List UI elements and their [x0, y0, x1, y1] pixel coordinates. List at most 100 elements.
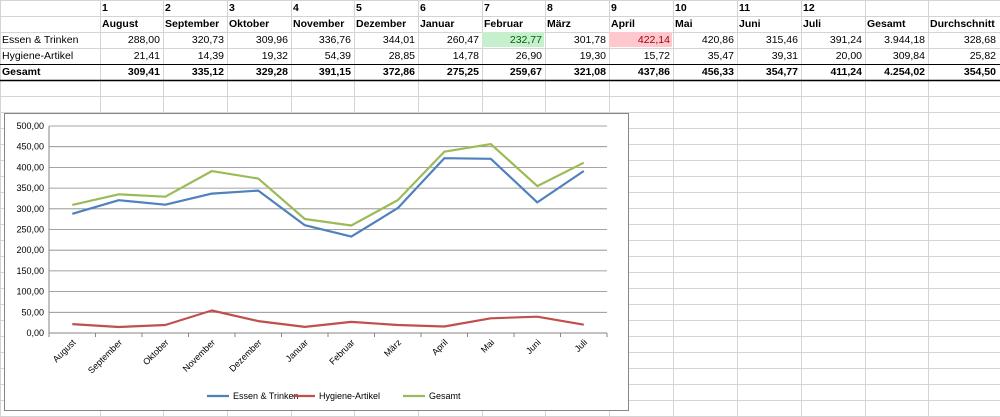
- gesamt-cell[interactable]: 3.944,18: [884, 34, 925, 46]
- value-cell[interactable]: 321,08: [573, 66, 606, 78]
- highlight-max-cell: [609, 32, 672, 47]
- header-month[interactable]: Mai: [675, 18, 693, 30]
- value-cell[interactable]: 391,24: [829, 34, 862, 46]
- value-cell[interactable]: 19,32: [261, 50, 288, 62]
- value-cell[interactable]: 21,41: [133, 50, 160, 62]
- value-cell[interactable]: 28,85: [388, 50, 415, 62]
- highlight-min-cell: [482, 32, 544, 47]
- x-category-label: Oktober: [141, 337, 171, 367]
- header-month[interactable]: März: [547, 18, 571, 30]
- value-cell[interactable]: 260,47: [446, 34, 479, 46]
- y-tick-label: 200,00: [16, 245, 44, 255]
- header-month[interactable]: September: [165, 18, 220, 30]
- x-category-label: März: [382, 337, 404, 359]
- value-cell[interactable]: 14,39: [197, 50, 224, 62]
- y-tick-label: 500,00: [16, 121, 44, 131]
- value-cell[interactable]: 35,47: [707, 50, 734, 62]
- durchschnitt-cell[interactable]: 354,50: [963, 66, 996, 78]
- value-cell[interactable]: 422,14: [637, 34, 670, 46]
- value-cell[interactable]: 19,30: [579, 50, 606, 62]
- header-month[interactable]: April: [611, 18, 635, 30]
- value-cell[interactable]: 259,67: [509, 66, 542, 78]
- row-label[interactable]: Hygiene-Artikel: [2, 50, 74, 62]
- x-category-label: August: [51, 337, 78, 364]
- header-number[interactable]: 1: [102, 2, 108, 14]
- value-cell[interactable]: 372,86: [382, 66, 415, 78]
- value-cell[interactable]: 301,78: [573, 34, 606, 46]
- value-cell[interactable]: 391,15: [318, 66, 351, 78]
- header-month[interactable]: November: [293, 18, 345, 30]
- value-cell[interactable]: 411,24: [830, 66, 862, 78]
- x-category-label: Februar: [327, 337, 356, 366]
- header-durchschnitt[interactable]: Durchschnitt: [930, 18, 995, 30]
- y-tick-label: 150,00: [16, 266, 44, 276]
- header-number[interactable]: 6: [420, 2, 426, 14]
- header-month[interactable]: Januar: [420, 18, 455, 30]
- value-cell[interactable]: 354,77: [765, 66, 798, 78]
- x-category-label: Januar: [284, 337, 311, 364]
- header-number[interactable]: 7: [484, 2, 490, 14]
- durchschnitt-cell[interactable]: 25,82: [969, 50, 996, 62]
- header-month[interactable]: Februar: [484, 18, 524, 30]
- value-cell[interactable]: 288,00: [127, 34, 160, 46]
- header-month[interactable]: Juli: [803, 18, 822, 30]
- value-cell[interactable]: 20,00: [835, 50, 862, 62]
- durchschnitt-cell[interactable]: 328,68: [963, 34, 996, 46]
- legend-label: Essen & Trinken: [233, 391, 299, 401]
- gesamt-cell[interactable]: 309,84: [892, 50, 925, 62]
- value-cell[interactable]: 437,86: [637, 66, 670, 78]
- header-gesamt[interactable]: Gesamt: [867, 18, 906, 30]
- value-cell[interactable]: 420,86: [701, 34, 734, 46]
- value-cell[interactable]: 232,77: [509, 34, 542, 46]
- header-month[interactable]: Dezember: [356, 18, 407, 30]
- line-chart: 0,00 50,00 100,00 150,00 200,00 250,00 300,00 3…: [16, 121, 608, 401]
- row-label[interactable]: Essen & Trinken: [2, 34, 79, 46]
- gesamt-cell[interactable]: 4.254,02: [884, 66, 925, 78]
- value-cell[interactable]: 329,28: [255, 66, 288, 78]
- header-number[interactable]: 3: [229, 2, 235, 14]
- y-tick-label: 300,00: [16, 204, 44, 214]
- y-tick-label: 250,00: [16, 225, 44, 235]
- y-tick-label: 350,00: [16, 183, 44, 193]
- y-tick-label: 0,00: [26, 328, 44, 338]
- value-cell[interactable]: 15,72: [643, 50, 670, 62]
- value-cell[interactable]: 39,31: [771, 50, 798, 62]
- header-number[interactable]: 4: [293, 2, 299, 14]
- value-cell[interactable]: 14,78: [452, 50, 479, 62]
- y-tick-label: 450,00: [16, 142, 44, 152]
- x-category-label: September: [86, 337, 124, 375]
- row-label[interactable]: Gesamt: [2, 66, 41, 78]
- header-month[interactable]: August: [102, 18, 139, 30]
- series-line-1[interactable]: [72, 309, 584, 329]
- value-cell[interactable]: 26,90: [515, 50, 542, 62]
- value-cell[interactable]: 275,25: [446, 66, 479, 78]
- header-number[interactable]: 8: [547, 2, 553, 14]
- x-category-label: April: [430, 337, 450, 357]
- x-category-label: Dezember: [227, 337, 263, 373]
- value-cell[interactable]: 456,33: [701, 66, 734, 78]
- x-category-label: Juni: [524, 337, 543, 356]
- x-category-label: Mai: [479, 337, 496, 354]
- series-line-0[interactable]: [71, 157, 585, 238]
- header-number[interactable]: 11: [739, 2, 751, 14]
- header-month[interactable]: Juni: [739, 18, 761, 30]
- value-cell[interactable]: 335,12: [191, 66, 224, 78]
- y-tick-label: 100,00: [16, 287, 44, 297]
- legend-label: Hygiene-Artikel: [319, 391, 380, 401]
- series-line-2[interactable]: [72, 143, 585, 227]
- value-cell[interactable]: 54,39: [324, 50, 351, 62]
- x-category-label: Juli: [573, 337, 590, 354]
- value-cell[interactable]: 309,41: [127, 66, 160, 78]
- chart-area[interactable]: 0,00 50,00 100,00 150,00 200,00 250,00 300,00 3…: [4, 113, 629, 411]
- value-cell[interactable]: 309,96: [255, 34, 288, 46]
- header-number[interactable]: 10: [675, 2, 687, 14]
- value-cell[interactable]: 315,46: [765, 34, 798, 46]
- header-number[interactable]: 12: [803, 2, 815, 14]
- value-cell[interactable]: 344,01: [382, 34, 415, 46]
- header-month[interactable]: Oktober: [229, 18, 270, 30]
- header-number[interactable]: 9: [611, 2, 617, 14]
- header-number[interactable]: 2: [165, 2, 171, 14]
- header-number[interactable]: 5: [356, 2, 362, 14]
- value-cell[interactable]: 336,76: [318, 34, 351, 46]
- value-cell[interactable]: 320,73: [191, 34, 224, 46]
